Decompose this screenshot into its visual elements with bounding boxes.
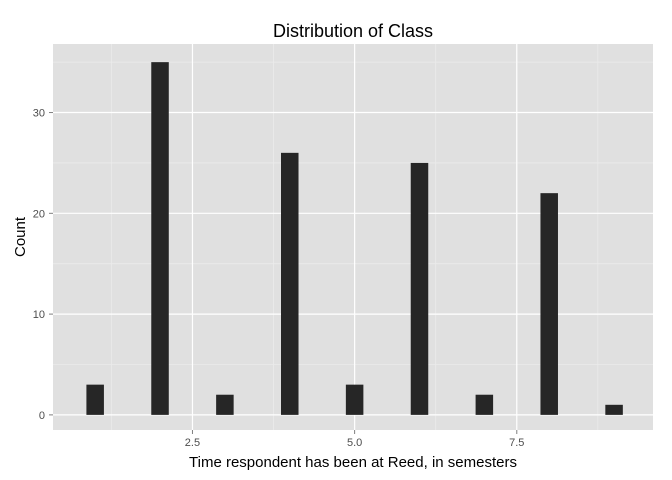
x-axis: 2.5 5.0 7.5: [185, 430, 524, 449]
chart-title: Distribution of Class: [273, 21, 433, 41]
histogram-bar: [86, 384, 104, 415]
y-tick-label: 10: [33, 309, 45, 321]
histogram-bar: [605, 404, 623, 415]
histogram-bar: [540, 193, 558, 415]
histogram-bar: [216, 394, 234, 415]
y-axis: 0 10 20 30: [33, 108, 53, 422]
histogram-bar: [281, 152, 299, 415]
histogram-bar: [410, 162, 429, 415]
y-tick-label: 30: [33, 108, 45, 120]
y-axis-title: Count: [12, 216, 29, 257]
x-tick-label: 2.5: [185, 437, 200, 449]
histogram-bar: [345, 384, 364, 415]
x-axis-title: Time respondent has been at Reed, in sem…: [189, 454, 517, 471]
x-tick-label: 5.0: [347, 437, 362, 449]
histogram-bar: [475, 394, 494, 415]
plot-panel: [53, 44, 653, 430]
x-tick-label: 7.5: [509, 437, 524, 449]
bars: [86, 62, 623, 415]
y-tick-label: 0: [39, 410, 45, 422]
histogram-bar: [151, 62, 169, 415]
y-tick-label: 20: [33, 208, 45, 220]
